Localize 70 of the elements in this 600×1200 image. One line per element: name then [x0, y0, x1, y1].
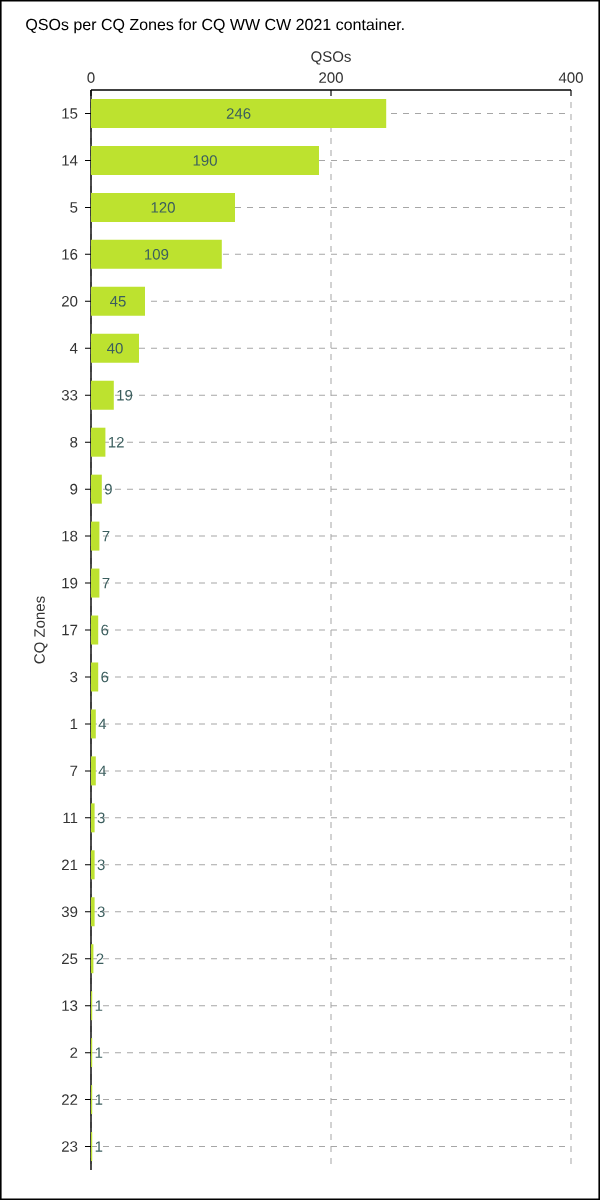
y-tick-label: 4 [69, 343, 78, 354]
bar [91, 427, 106, 457]
y-tick-label: 39 [61, 906, 78, 918]
x-tick-label: 0 [87, 72, 95, 83]
chart-title: QSOs per CQ Zones for CQ WW CW 2021 container. [26, 18, 404, 34]
data-label: 246 [226, 108, 251, 119]
data-label: 2 [96, 953, 104, 964]
y-tick-label: 3 [70, 671, 78, 683]
data-label: 6 [101, 624, 109, 636]
data-label: 19 [117, 389, 133, 401]
y-tick-label: 19 [62, 577, 78, 589]
bar [91, 192, 235, 222]
data-label: 3 [97, 812, 105, 824]
bar [91, 98, 387, 128]
bar [91, 662, 99, 692]
x-axis-title: QSOs [311, 51, 351, 65]
y-tick-label: 14 [62, 155, 78, 166]
bar [91, 615, 99, 645]
y-tick-label: 9 [70, 483, 78, 495]
data-label: 12 [108, 436, 124, 448]
data-label: 7 [102, 577, 110, 589]
data-label: 3 [97, 859, 105, 871]
y-tick-label: 11 [63, 812, 78, 824]
bar [91, 239, 222, 269]
bar [91, 380, 114, 410]
y-tick-label: 13 [62, 1000, 78, 1011]
bar [91, 474, 102, 504]
y-tick-label: 16 [62, 249, 78, 260]
bar [91, 709, 96, 739]
bar [91, 333, 139, 363]
x-tick-label: 200 [319, 72, 343, 83]
y-tick-label: 5 [70, 202, 78, 213]
y-tick-label: 21 [62, 859, 78, 871]
data-label: 40 [107, 342, 123, 354]
data-label: 4 [98, 765, 107, 777]
bar [91, 286, 145, 316]
data-label: 45 [110, 296, 126, 307]
y-tick-label: 2 [70, 1047, 78, 1058]
data-label: 1 [95, 1047, 103, 1058]
data-label: 3 [97, 906, 105, 918]
y-tick-label: 18 [62, 530, 78, 542]
bar [91, 521, 100, 551]
data-label: 6 [101, 671, 109, 683]
bar [91, 803, 95, 833]
y-tick-label: 7 [70, 765, 78, 777]
data-label: 190 [193, 155, 217, 166]
data-label: 7 [102, 530, 110, 542]
y-tick-label: 22 [62, 1094, 78, 1105]
bar [91, 568, 100, 598]
data-label: 1 [95, 1094, 103, 1105]
y-tick-label: 8 [70, 436, 78, 448]
y-axis-title: CQ Zones [34, 596, 48, 664]
y-tick-label: 33 [61, 389, 78, 401]
y-tick-label: 23 [62, 1141, 78, 1152]
data-label: 1 [95, 1141, 103, 1152]
y-tick-label: 25 [62, 953, 78, 965]
y-tick-label: 20 [62, 296, 78, 307]
data-label: 9 [104, 483, 112, 495]
bar [91, 145, 319, 175]
x-tick-label: 400 [558, 72, 583, 83]
data-label: 109 [145, 249, 169, 260]
bar [91, 897, 95, 927]
data-label: 4 [98, 718, 107, 730]
bar [91, 850, 95, 880]
bar [91, 756, 96, 786]
data-label: 1 [95, 1000, 103, 1011]
y-tick-label: 15 [62, 108, 78, 119]
data-label: 120 [151, 202, 175, 213]
y-tick-label: 1 [70, 718, 78, 730]
y-tick-label: 17 [62, 624, 78, 636]
